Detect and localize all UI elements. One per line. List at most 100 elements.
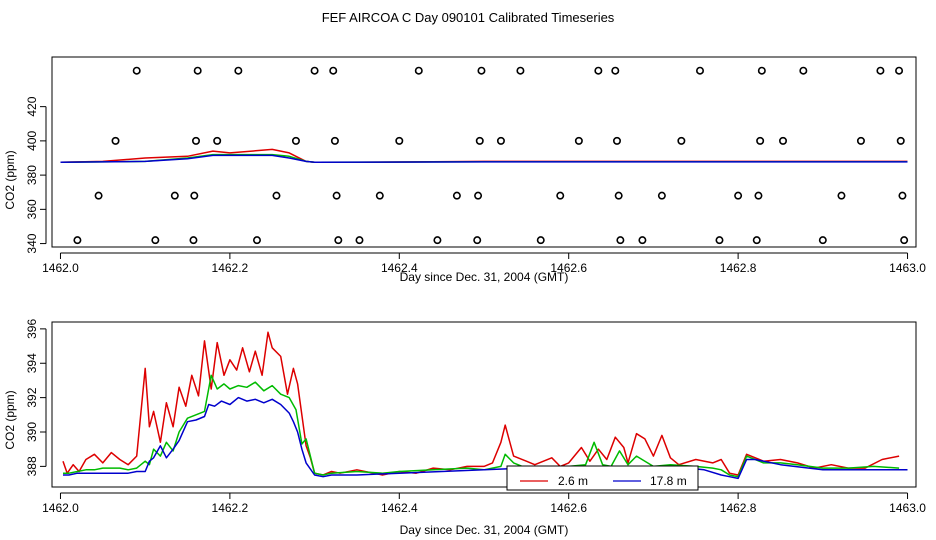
calibration-point [896, 136, 905, 145]
calibration-point [132, 66, 141, 75]
calibration-point [516, 66, 525, 75]
calibration-point [475, 136, 484, 145]
calibration-point [657, 191, 666, 200]
calibration-point [189, 236, 198, 245]
y-tick-label: 388 [25, 456, 39, 476]
y-tick-label: 396 [25, 319, 39, 339]
y-tick-label: 394 [25, 353, 39, 373]
x-tick-label: 1462.8 [720, 501, 757, 515]
calibration-point [754, 191, 763, 200]
calibration-point [818, 236, 827, 245]
calibration-point [73, 236, 82, 245]
calibration-point [614, 191, 623, 200]
calibration-point [574, 136, 583, 145]
calibration-point [695, 66, 704, 75]
calibration-point [876, 66, 885, 75]
x-tick-label: 1463.0 [889, 501, 926, 515]
calibration-point [310, 66, 319, 75]
x-tick-label: 1462.0 [42, 261, 79, 275]
calibration-point [779, 136, 788, 145]
calibration-point [111, 136, 120, 145]
calibration-point [677, 136, 686, 145]
calibration-point [799, 66, 808, 75]
calibration-point [612, 136, 621, 145]
x-tick-label: 1463.0 [889, 261, 926, 275]
calibration-point [375, 191, 384, 200]
calibration-point [192, 136, 201, 145]
plot-area [60, 148, 908, 164]
calibration-point [474, 191, 483, 200]
calibration-point [334, 236, 343, 245]
calibration-point [477, 66, 486, 75]
series-line-2 [60, 154, 908, 164]
y-axis-label: CO2 (ppm) [3, 390, 17, 449]
calibration-point [734, 191, 743, 200]
calibration-point [94, 191, 103, 200]
timeseries-panel: Day since Dec. 31, 2004 (GMT) CO2 (ppm) … [3, 319, 926, 537]
plot-frame [51, 321, 917, 488]
calibration-point [330, 136, 339, 145]
calibration-point [895, 66, 904, 75]
calibration-point [473, 236, 482, 245]
series-line-1 [63, 374, 900, 478]
calibration-point [332, 191, 341, 200]
plot-data [60, 66, 909, 245]
x-tick-label: 1462.2 [212, 261, 249, 275]
series-line-2 [63, 396, 908, 480]
axis-ticks: 1462.0 1462.2 1462.4 1462.6 1462.8 1463.0 388 3… [25, 319, 926, 515]
calibration-point [638, 236, 647, 245]
y-tick-label: 380 [25, 165, 39, 185]
series-line-0 [62, 331, 900, 476]
calibration-point [900, 236, 909, 245]
x-tick-label: 1462.4 [381, 261, 418, 275]
calibration-point [752, 236, 761, 245]
calibration-point [190, 191, 199, 200]
axis-ticks: 1462.0 1462.2 1462.4 1462.6 1462.8 1463.0 340 3… [25, 96, 926, 275]
calibration-point [252, 236, 261, 245]
y-tick-label: 420 [25, 96, 39, 116]
calibration-point [536, 236, 545, 245]
plot-data [62, 331, 908, 480]
calibration-point [715, 236, 724, 245]
calibration-point [355, 236, 364, 245]
y-tick-label: 390 [25, 422, 39, 442]
legend-label-17-8m: 17.8 m [650, 474, 687, 488]
calibration-point [433, 236, 442, 245]
x-tick-label: 1462.4 [381, 501, 418, 515]
calibration-point [329, 66, 338, 75]
calibration-point [837, 191, 846, 200]
calibration-point [611, 66, 620, 75]
x-tick-label: 1462.6 [550, 501, 587, 515]
calibration-point [452, 191, 461, 200]
plot-frame [51, 56, 917, 248]
calibration-point [616, 236, 625, 245]
calibration-point [594, 66, 603, 75]
calibration-point [170, 191, 179, 200]
x-axis-label: Day since Dec. 31, 2004 (GMT) [400, 523, 569, 537]
y-tick-label: 400 [25, 131, 39, 151]
calibration-point [395, 136, 404, 145]
x-tick-label: 1462.8 [720, 261, 757, 275]
calibration-point [193, 66, 202, 75]
calibration-panel: Day since Dec. 31, 2004 (GMT) CO2 (ppm) … [3, 56, 926, 284]
calibration-point [272, 191, 281, 200]
calibration-point [898, 191, 907, 200]
plot-area [62, 331, 908, 480]
calibration-point [234, 66, 243, 75]
legend: 2.6 m 17.8 m [506, 465, 699, 491]
legend-box [506, 465, 699, 491]
y-tick-label: 392 [25, 387, 39, 407]
legend-label-2-6m: 2.6 m [558, 474, 588, 488]
x-tick-label: 1462.2 [212, 501, 249, 515]
calibration-point [756, 136, 765, 145]
calibration-point [856, 136, 865, 145]
series-line-0 [60, 148, 908, 164]
x-tick-label: 1462.0 [42, 501, 79, 515]
y-tick-label: 360 [25, 199, 39, 219]
calibration-point [414, 66, 423, 75]
calibration-point [556, 191, 565, 200]
chart-title: FEF AIRCOA C Day 090101 Calibrated Times… [322, 10, 615, 25]
y-axis-label: CO2 (ppm) [3, 150, 17, 209]
